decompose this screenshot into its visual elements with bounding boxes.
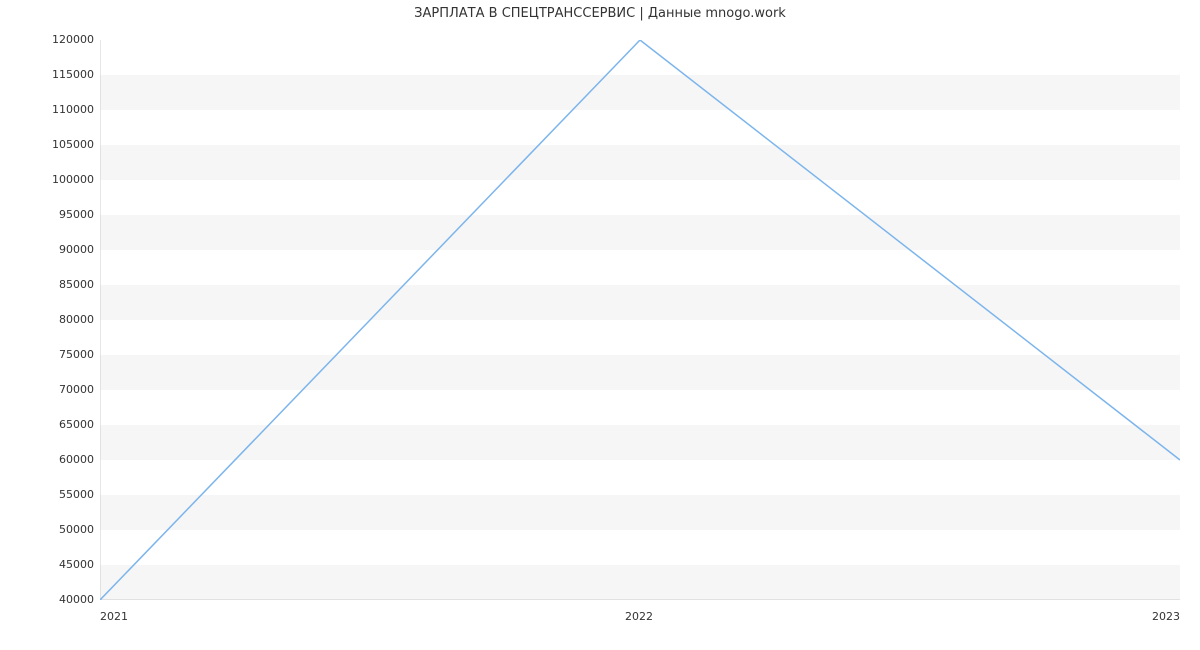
y-tick-label: 40000 — [59, 593, 94, 606]
y-tick-label: 105000 — [52, 138, 94, 151]
grid-band — [100, 390, 1180, 425]
y-tick-label: 70000 — [59, 383, 94, 396]
grid-band — [100, 460, 1180, 495]
y-tick-label: 100000 — [52, 173, 94, 186]
grid-band — [100, 285, 1180, 320]
y-tick-label: 95000 — [59, 208, 94, 221]
y-tick-label: 60000 — [59, 453, 94, 466]
y-tick-label: 65000 — [59, 418, 94, 431]
grid-band — [100, 75, 1180, 110]
y-tick-label: 85000 — [59, 278, 94, 291]
y-tick-label: 90000 — [59, 243, 94, 256]
grid-band — [100, 180, 1180, 215]
y-tick-label: 115000 — [52, 68, 94, 81]
grid-band — [100, 355, 1180, 390]
chart-plot — [100, 40, 1180, 600]
y-tick-label: 45000 — [59, 558, 94, 571]
grid-band — [100, 495, 1180, 530]
grid-band — [100, 425, 1180, 460]
grid-band — [100, 145, 1180, 180]
y-tick-label: 110000 — [52, 103, 94, 116]
y-tick-label: 50000 — [59, 523, 94, 536]
x-tick-label: 2023 — [1152, 610, 1180, 623]
grid-band — [100, 215, 1180, 250]
grid-band — [100, 530, 1180, 565]
chart-title: ЗАРПЛАТА В СПЕЦТРАНССЕРВИС | Данные mnog… — [0, 6, 1200, 21]
y-tick-label: 80000 — [59, 313, 94, 326]
x-tick-label: 2022 — [625, 610, 653, 623]
grid-band — [100, 40, 1180, 75]
y-tick-label: 75000 — [59, 348, 94, 361]
x-tick-label: 2021 — [100, 610, 128, 623]
grid-band — [100, 110, 1180, 145]
grid-band — [100, 320, 1180, 355]
y-tick-label: 55000 — [59, 488, 94, 501]
chart-container: ЗАРПЛАТА В СПЕЦТРАНССЕРВИС | Данные mnog… — [0, 0, 1200, 650]
grid-band — [100, 250, 1180, 285]
y-tick-label: 120000 — [52, 33, 94, 46]
grid-band — [100, 565, 1180, 600]
